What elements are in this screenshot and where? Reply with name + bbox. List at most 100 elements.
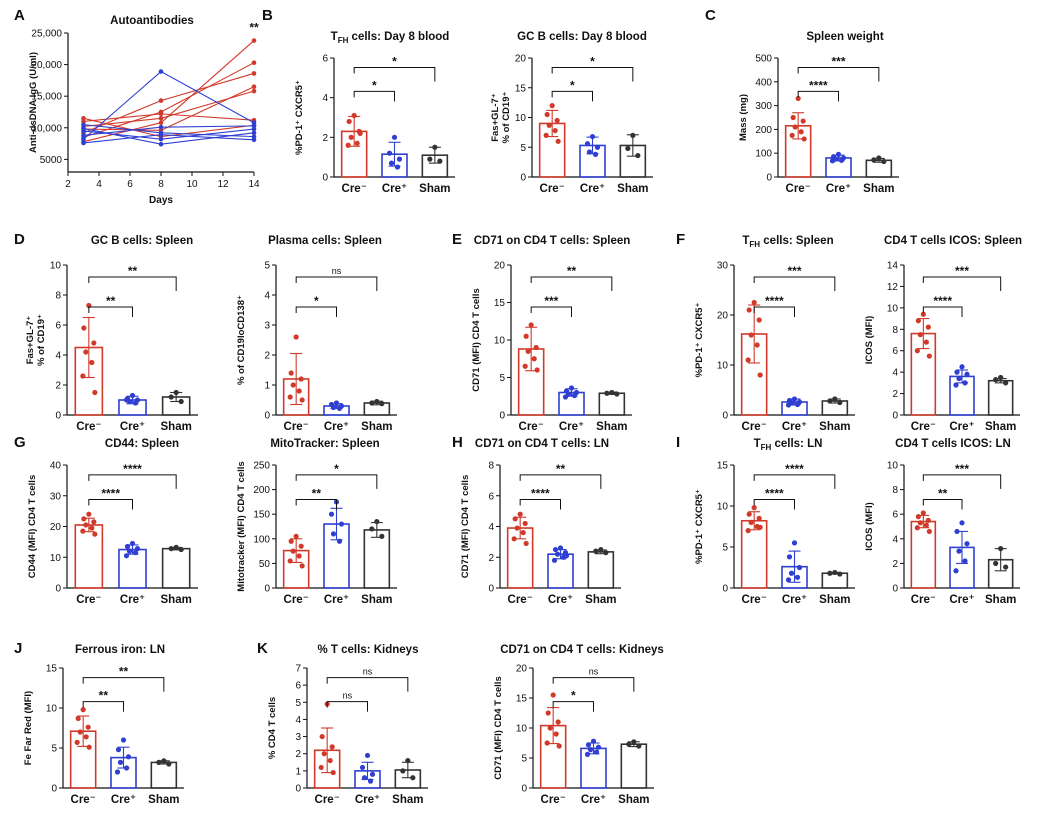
data-point [523, 333, 529, 339]
data-point [81, 122, 86, 127]
data-point [962, 380, 968, 386]
x-tick-label: Sham [985, 421, 1016, 433]
y-tick-label: 15 [515, 83, 527, 94]
y-tick-label: 3 [264, 321, 270, 332]
significance-label: *** [955, 264, 969, 278]
data-point [998, 374, 1004, 381]
panel-label: C [705, 7, 716, 24]
data-point [161, 758, 167, 764]
chart-title: CD71 on CD4 T cells: LN [475, 438, 609, 450]
y-tick-label: 5 [264, 261, 270, 272]
data-point [81, 140, 86, 146]
data-point [80, 528, 86, 534]
significance-label: **** [531, 486, 550, 500]
series-line [83, 113, 255, 123]
data-point [757, 524, 763, 530]
data-point [546, 122, 552, 128]
data-point [522, 520, 528, 527]
y-tick-label: 4 [892, 368, 898, 379]
data-point [91, 519, 97, 525]
data-point [590, 738, 597, 744]
chart-title: TFH cells: LN [754, 438, 823, 452]
significance-bracket [530, 276, 613, 291]
significance-label: *** [955, 462, 969, 476]
x-tick-label: Cre⁺ [826, 183, 851, 195]
bar [821, 572, 849, 589]
data-point [522, 363, 528, 369]
data-point [178, 398, 184, 405]
data-point [785, 577, 792, 583]
y-tick-label: 0 [264, 411, 270, 422]
data-point [998, 546, 1004, 552]
data-point [124, 543, 131, 550]
data-point [533, 344, 539, 351]
data-point [609, 389, 615, 396]
y-tick-label: 4 [488, 522, 494, 533]
data-point [832, 569, 838, 576]
data-point [129, 392, 136, 399]
y-tick-label: 8 [892, 325, 898, 336]
y-tick-label: 8 [892, 485, 898, 496]
x-tick-label: Cre⁺ [949, 421, 974, 433]
data-point [158, 115, 164, 121]
data-point [336, 405, 343, 411]
bar [150, 761, 178, 789]
y-axis-label: %PD-1⁺ CXCR5⁺ [694, 489, 705, 564]
y-tick-label: 12 [887, 282, 899, 293]
panel-label: A [14, 7, 25, 24]
x-tick-label: Sham [863, 183, 894, 195]
y-axis-label: % of CD19⁺ [36, 314, 47, 366]
data-point [348, 134, 354, 140]
data-point [798, 129, 804, 135]
data-point [330, 531, 337, 537]
data-point [132, 400, 139, 406]
y-axis-label: Anti-dsDNA IgG (U/ml) [28, 52, 39, 153]
panel-g1: G CD44: Spleen 0 10 20 30 40 CD44 (MFI) CD4 T c… [14, 434, 198, 606]
y-axis-label: % CD4 T cells [267, 697, 278, 759]
data-point [555, 138, 561, 144]
x-tick-label: Cre⁺ [324, 594, 349, 606]
data-point [81, 115, 86, 121]
data-point [91, 340, 97, 346]
data-point [299, 563, 305, 569]
data-point [964, 541, 970, 547]
data-point [837, 399, 843, 406]
significance-label: * [590, 55, 595, 69]
data-point [158, 124, 164, 130]
significance-bracket [353, 90, 395, 102]
x-axis-label: Days [149, 195, 173, 206]
data-point [603, 550, 609, 556]
significance-label: ** [556, 462, 566, 476]
data-point [129, 540, 136, 547]
data-point [158, 136, 164, 142]
panel-k2: CD71 on CD4 T cells: Kidneys 0 5 10 15 20 CD71… [493, 644, 664, 806]
significance-label: ** [128, 264, 138, 278]
data-point [549, 103, 555, 109]
data-point [173, 544, 179, 551]
y-tick-label: 1 [295, 766, 301, 777]
data-point [299, 397, 305, 403]
data-point [956, 375, 962, 382]
data-point [523, 540, 529, 547]
x-tick-label: Sham [585, 594, 616, 606]
significance-bracket [88, 276, 177, 291]
data-point [592, 151, 599, 157]
data-point [329, 744, 335, 750]
bar [865, 159, 893, 178]
data-point [290, 548, 296, 554]
data-point [746, 511, 752, 517]
data-point [86, 511, 92, 517]
y-axis-label: CD71 (MFI) CD4 T cells [460, 475, 471, 578]
y-tick-label: 5 [295, 698, 301, 709]
data-point [251, 134, 257, 139]
significance-label: ** [249, 21, 259, 35]
y-axis-label: CD71 (MFI) CD4 T cells [493, 676, 504, 779]
data-point [251, 84, 257, 90]
x-tick-label: 8 [158, 179, 164, 190]
y-tick-label: 20,000 [31, 60, 62, 71]
y-tick-label: 2 [55, 381, 61, 392]
data-point [925, 324, 931, 330]
data-point [636, 743, 642, 749]
significance-label: **** [101, 486, 120, 500]
panel-label: I [676, 434, 680, 451]
